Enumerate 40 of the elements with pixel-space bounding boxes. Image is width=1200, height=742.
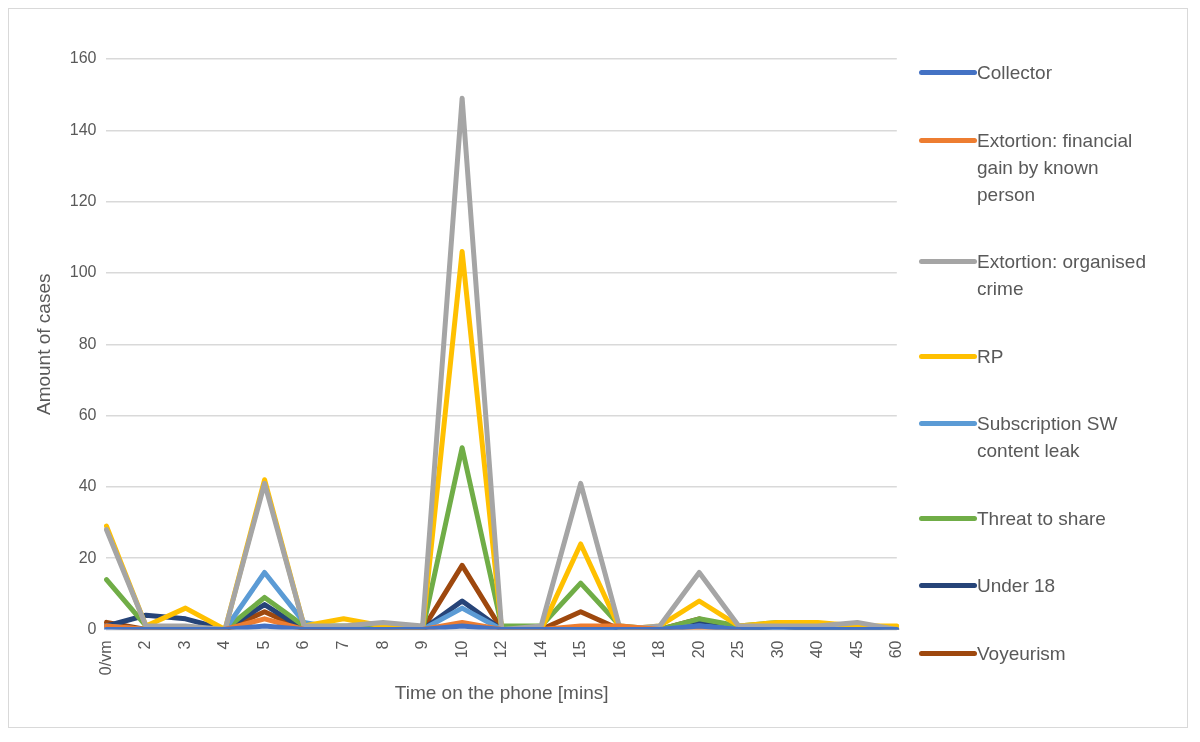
legend-label: Extortion: financial gain by known person xyxy=(977,128,1134,207)
x-tick-label: 7 xyxy=(333,640,351,650)
x-tick-label: 40 xyxy=(808,640,826,659)
y-tick-label: 20 xyxy=(78,548,97,566)
y-tick-label: 120 xyxy=(69,192,97,210)
x-tick-label: 45 xyxy=(847,640,865,659)
x-tick-label: 25 xyxy=(729,640,747,659)
x-tick-label: 2 xyxy=(136,640,154,650)
y-tick-label: 40 xyxy=(78,477,97,495)
x-tick-label: 15 xyxy=(571,640,589,659)
legend-label: Under 18 xyxy=(977,574,1056,599)
y-tick-label: 80 xyxy=(78,334,97,352)
x-tick-label: 16 xyxy=(610,640,628,659)
y-tick-label: 160 xyxy=(69,49,97,67)
x-tick-label: 10 xyxy=(452,640,470,659)
x-tick-label: 3 xyxy=(175,640,193,650)
x-tick-label: 6 xyxy=(294,640,312,650)
x-tick-label: 12 xyxy=(492,640,510,659)
legend-label: RP xyxy=(977,344,1004,369)
legend-label: Voyeurism xyxy=(977,641,1066,666)
x-tick-label: 18 xyxy=(650,640,668,659)
x-tick-label: 5 xyxy=(254,640,272,650)
legend-label: Threat to share xyxy=(977,506,1106,531)
x-tick-label: 60 xyxy=(887,640,905,659)
y-tick-label: 0 xyxy=(87,619,97,637)
x-tick-label: 14 xyxy=(531,640,549,659)
x-tick-label: 9 xyxy=(413,640,431,650)
y-tick-label: 140 xyxy=(69,120,97,138)
x-tick-label: 20 xyxy=(689,640,707,659)
x-tick-label: 8 xyxy=(373,640,391,650)
x-tick-label: 4 xyxy=(215,640,233,650)
y-tick-label: 100 xyxy=(69,263,97,281)
x-axis-title: Time on the phone [mins] xyxy=(394,681,609,703)
legend-label: Subscription SW content leak xyxy=(977,412,1119,464)
x-tick-label: 30 xyxy=(768,640,786,659)
y-axis-title: Amount of cases xyxy=(32,273,54,416)
legend-label: Extortion: organised crime xyxy=(977,250,1147,302)
legend-label: Collector xyxy=(977,61,1052,85)
y-tick-label: 60 xyxy=(78,405,97,423)
x-tick-label: 0/vm xyxy=(96,640,114,676)
